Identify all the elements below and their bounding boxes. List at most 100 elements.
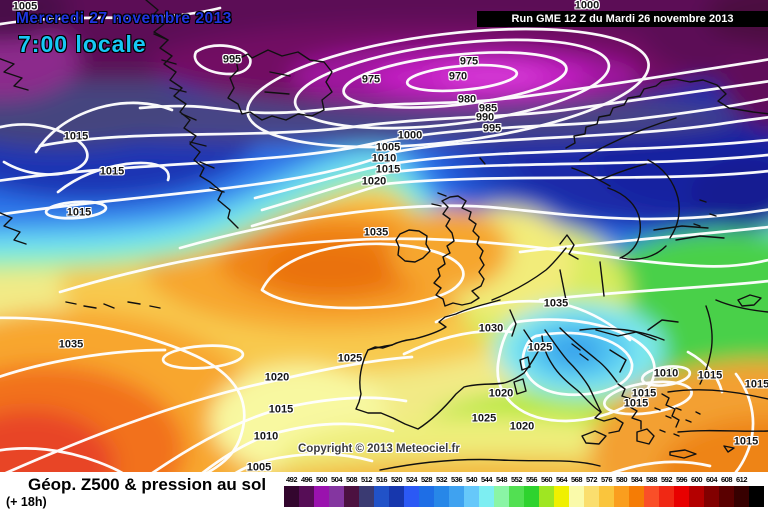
colorbar-value: 524 xyxy=(405,475,418,484)
pressure-label: 1020 xyxy=(264,371,290,384)
colorbar-cell xyxy=(644,486,659,507)
pressure-label: 1030 xyxy=(478,322,504,335)
colorbar-value: 600 xyxy=(690,475,703,484)
pressure-label: 995 xyxy=(222,53,242,66)
colorbar-cell xyxy=(434,486,449,507)
colorbar-value: 500 xyxy=(315,475,328,484)
colorbar-value: 492 xyxy=(285,475,298,484)
colorbar-value: 532 xyxy=(435,475,448,484)
pressure-label: 990 xyxy=(475,111,495,124)
colorbar-cell xyxy=(329,486,344,507)
pressure-label: 995 xyxy=(482,122,502,135)
pressure-label: 975 xyxy=(361,73,381,86)
pressure-label: 1010 xyxy=(253,430,279,443)
pressure-label: 985 xyxy=(478,102,498,115)
colorbar-value: 552 xyxy=(510,475,523,484)
colorbar-value: 556 xyxy=(525,475,538,484)
colorbar-value: 592 xyxy=(660,475,673,484)
legend-bar: Géop. Z500 & pression au sol (+ 18h) 492… xyxy=(0,472,768,512)
colorbar-value: 604 xyxy=(705,475,718,484)
colorbar-value: 564 xyxy=(555,475,568,484)
time-line: 7:00 locale xyxy=(18,31,147,57)
colorbar-value: 496 xyxy=(300,475,313,484)
run-info-box: Run GME 12 Z du Mardi 26 novembre 2013 xyxy=(477,11,768,27)
colorbar-cell xyxy=(629,486,644,507)
colorbar-cell xyxy=(284,486,299,507)
colorbar-value: 588 xyxy=(645,475,658,484)
isobar-contours xyxy=(0,6,768,472)
pressure-label: 1000 xyxy=(574,0,600,12)
date-line: Mercredi 27 novembre 2013 xyxy=(16,10,232,27)
colorbar-values: 492 496 500 504 508 512 516 520 524 528 532 536 540 5… xyxy=(284,474,749,485)
colorbar-value: 504 xyxy=(330,475,343,484)
colorbar-value: 540 xyxy=(465,475,478,484)
colorbar-value: 584 xyxy=(630,475,643,484)
colorbar-value: 512 xyxy=(360,475,373,484)
colorbar-cell xyxy=(554,486,569,507)
colorbar-value: 608 xyxy=(720,475,733,484)
colorbar-value: 580 xyxy=(615,475,628,484)
colorbar-cell xyxy=(614,486,629,507)
pressure-label: 1015 xyxy=(99,165,125,178)
pressure-label: 1010 xyxy=(371,152,397,165)
pressure-label: 970 xyxy=(448,70,468,83)
map-canvas: 1005 995 975 975 970 980 985 990 995 1000 1000 1005… xyxy=(0,0,768,472)
colorbar-value: 612 xyxy=(735,475,748,484)
colorbar-value: 536 xyxy=(450,475,463,484)
pressure-label: 1015 xyxy=(375,163,401,176)
colorbar-cell xyxy=(359,486,374,507)
colorbar-value: 596 xyxy=(675,475,688,484)
pressure-label: 1035 xyxy=(363,226,389,239)
colorbar: 492 496 500 504 508 512 516 520 524 528 532 536 540 5… xyxy=(284,474,764,507)
pressure-label: 1015 xyxy=(63,130,89,143)
colorbar-cell xyxy=(674,486,689,507)
map-title: Géop. Z500 & pression au sol xyxy=(28,475,267,494)
colorbar-cell xyxy=(569,486,584,507)
colorbar-cell xyxy=(734,486,749,507)
colorbar-cell xyxy=(509,486,524,507)
colorbar-value: 560 xyxy=(540,475,553,484)
pressure-label: 980 xyxy=(457,93,477,106)
colorbar-value: 520 xyxy=(390,475,403,484)
colorbar-cell xyxy=(689,486,704,507)
pressure-label: 1035 xyxy=(58,338,84,351)
pressure-label: 1005 xyxy=(12,0,38,13)
pressure-label: 1015 xyxy=(697,369,723,382)
colorbar-cell xyxy=(344,486,359,507)
colorbar-value: 568 xyxy=(570,475,583,484)
pressure-label: 1015 xyxy=(733,435,759,448)
colorbar-cell xyxy=(584,486,599,507)
pressure-label: 1025 xyxy=(471,412,497,425)
pressure-label: 1015 xyxy=(631,387,657,400)
colorbar-cell xyxy=(719,486,734,507)
colorbar-value: 516 xyxy=(375,475,388,484)
colorbar-cell xyxy=(389,486,404,507)
pressure-label: 1005 xyxy=(246,461,272,472)
colorbar-cell xyxy=(419,486,434,507)
copyright-notice: Copyright © 2013 Meteociel.fr xyxy=(298,443,460,455)
colorbar-cell xyxy=(449,486,464,507)
colorbar-cell xyxy=(299,486,314,507)
colorbar-cell xyxy=(479,486,494,507)
colorbar-cell xyxy=(464,486,479,507)
colorbar-cell xyxy=(659,486,674,507)
map-graphic xyxy=(0,0,768,472)
pressure-label: 975 xyxy=(459,55,479,68)
colorbar-cells xyxy=(284,486,764,507)
pressure-label: 1025 xyxy=(337,352,363,365)
colorbar-cell xyxy=(494,486,509,507)
pressure-label: 1025 xyxy=(527,341,553,354)
colorbar-value: 544 xyxy=(480,475,493,484)
colorbar-cell xyxy=(749,486,764,507)
colorbar-value: 572 xyxy=(585,475,598,484)
colorbar-value: 508 xyxy=(345,475,358,484)
pressure-label: 1020 xyxy=(361,175,387,188)
pressure-label: 1020 xyxy=(488,387,514,400)
colorbar-cell xyxy=(704,486,719,507)
pressure-label: 1015 xyxy=(744,378,768,391)
pressure-label: 1015 xyxy=(66,206,92,219)
pressure-label: 1020 xyxy=(509,420,535,433)
pressure-label: 1015 xyxy=(623,397,649,410)
colorbar-value: 576 xyxy=(600,475,613,484)
